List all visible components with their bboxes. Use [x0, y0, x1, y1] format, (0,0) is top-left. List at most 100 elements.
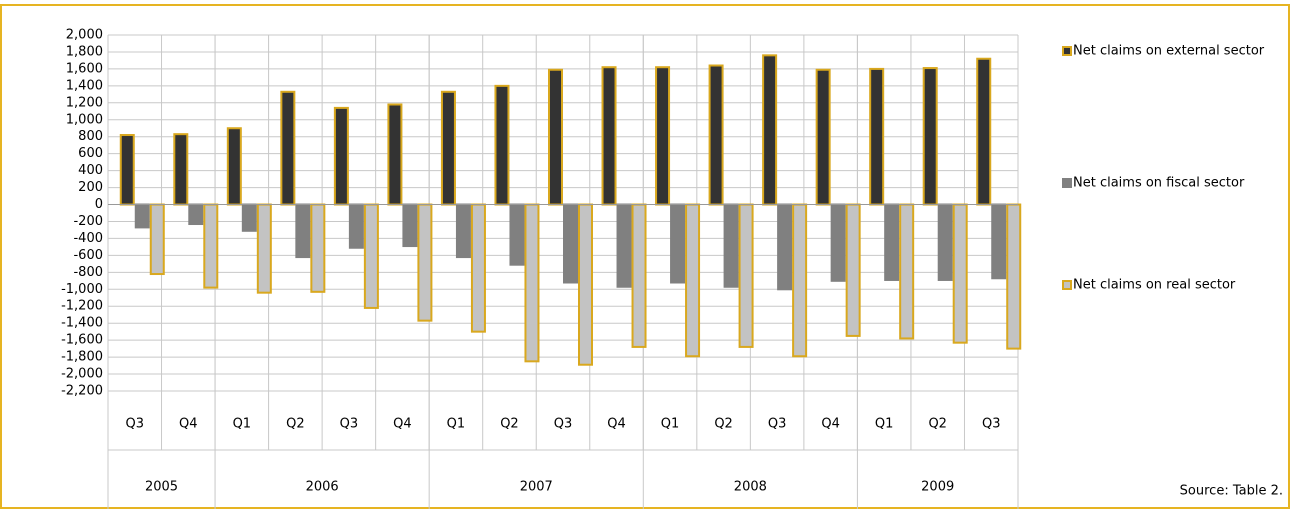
bar	[631, 203, 647, 348]
x-tick-label: Q1	[447, 417, 466, 432]
bar	[524, 203, 540, 363]
bar	[119, 134, 135, 206]
bar	[149, 203, 165, 276]
y-tick-label: -2,200	[61, 384, 103, 399]
bar	[815, 68, 831, 206]
bar	[708, 64, 724, 206]
bar	[952, 203, 968, 344]
bar	[685, 203, 701, 358]
x-tick-label: Q2	[286, 417, 305, 432]
bar	[738, 203, 754, 348]
bar	[830, 203, 846, 282]
y-tick-label: 0	[95, 197, 103, 212]
legend-swatch	[1062, 280, 1072, 290]
bar	[777, 203, 793, 291]
x-tick-label: Q4	[179, 417, 198, 432]
x-tick-label: Q3	[126, 417, 145, 432]
x-group-label: 2009	[921, 480, 954, 495]
x-tick-label: Q4	[607, 417, 626, 432]
x-tick-label: Q1	[661, 417, 680, 432]
bar	[601, 66, 617, 206]
x-tick-label: Q2	[928, 417, 947, 432]
bar	[616, 203, 632, 288]
bar	[899, 203, 915, 340]
bar	[470, 203, 486, 333]
y-tick-label: 1,400	[66, 78, 103, 93]
y-tick-label: -400	[73, 231, 103, 246]
y-tick-label: 600	[78, 146, 103, 161]
legend-label: Net claims on fiscal sector	[1073, 176, 1245, 191]
bar	[188, 203, 204, 226]
bar	[455, 203, 471, 259]
bar	[241, 203, 257, 232]
y-tick-label: 400	[78, 163, 103, 178]
x-tick-label: Q3	[340, 417, 359, 432]
bar	[1006, 203, 1022, 350]
bar	[440, 90, 456, 206]
y-tick-label: 1,000	[66, 112, 103, 127]
x-tick-label: Q3	[982, 417, 1001, 432]
y-tick-label: -1,000	[61, 282, 103, 297]
y-tick-label: 1,200	[66, 95, 103, 110]
bar	[173, 133, 189, 206]
bar	[845, 203, 861, 337]
bar	[548, 68, 563, 206]
bar	[387, 103, 403, 206]
bar	[578, 203, 593, 366]
bar	[203, 203, 219, 289]
y-tick-label: 1,800	[66, 44, 103, 59]
y-tick-label: -200	[73, 214, 103, 229]
bar	[333, 106, 349, 206]
y-tick-label: 2,000	[66, 28, 103, 43]
x-tick-label: Q3	[768, 417, 787, 432]
legend-swatch	[1062, 46, 1072, 56]
x-tick-label: Q2	[500, 417, 519, 432]
bar	[310, 203, 326, 293]
y-tick-label: 800	[78, 129, 103, 144]
x-tick-label: Q4	[393, 417, 412, 432]
y-tick-label: -2,000	[61, 367, 103, 382]
x-tick-label: Q1	[233, 417, 252, 432]
x-group-label: 2007	[520, 480, 553, 495]
bar	[884, 203, 900, 281]
source-note: Source: Table 2.	[1180, 484, 1283, 499]
y-tick-label: -1,800	[61, 350, 103, 365]
x-tick-label: Q2	[714, 417, 733, 432]
bar	[670, 203, 686, 284]
y-tick-label: -1,400	[61, 316, 103, 331]
bar	[509, 203, 525, 266]
y-tick-label: 1,600	[66, 61, 103, 76]
x-tick-label: Q1	[875, 417, 894, 432]
bar	[280, 90, 296, 206]
bar	[655, 66, 671, 206]
y-tick-label: -600	[73, 248, 103, 263]
bar	[762, 54, 778, 206]
x-group-label: 2006	[306, 480, 339, 495]
bar	[991, 203, 1007, 280]
bar	[494, 84, 510, 206]
bar	[226, 127, 242, 206]
bar	[976, 57, 992, 206]
x-group-label: 2005	[145, 480, 178, 495]
bar	[348, 203, 364, 249]
bar	[256, 203, 272, 294]
legend-label: Net claims on real sector	[1073, 278, 1236, 293]
legend-swatch	[1062, 178, 1072, 188]
bar	[937, 203, 953, 281]
y-tick-label: 200	[78, 180, 103, 195]
bar	[363, 203, 379, 309]
x-tick-label: Q4	[821, 417, 840, 432]
y-tick-label: -1,200	[61, 299, 103, 314]
bar	[563, 203, 578, 284]
bar	[792, 203, 808, 358]
x-group-label: 2008	[734, 480, 767, 495]
y-tick-label: -800	[73, 265, 103, 280]
bar	[402, 203, 418, 248]
bar	[295, 203, 311, 259]
bar	[922, 67, 938, 206]
bar	[134, 203, 150, 229]
x-tick-label: Q3	[554, 417, 573, 432]
bar	[417, 203, 433, 322]
legend-label: Net claims on external sector	[1073, 44, 1265, 59]
